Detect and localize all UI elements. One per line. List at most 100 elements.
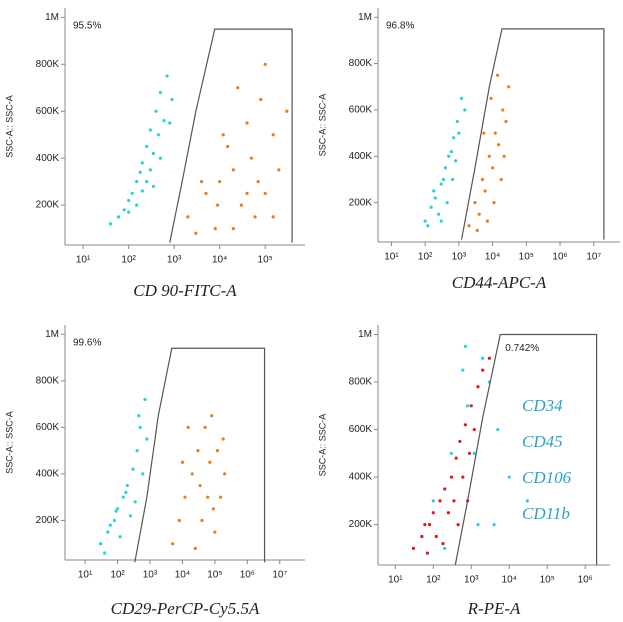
y-tick-label: 800K — [349, 58, 373, 69]
point — [461, 368, 465, 372]
point — [263, 191, 267, 195]
marker-label: CD34 — [522, 396, 563, 415]
x-tick-label: 10⁵ — [258, 255, 273, 266]
point — [141, 472, 145, 476]
y-tick-label: 1M — [45, 12, 59, 23]
point — [124, 490, 128, 495]
y-axis-label: SSC-A:: SSC-A — [317, 94, 327, 157]
point — [277, 168, 281, 172]
point — [245, 191, 249, 195]
point — [453, 159, 458, 163]
y-tick-label: 200K — [36, 515, 60, 526]
point — [249, 156, 254, 160]
gate-percent: 0.742% — [505, 343, 539, 354]
point — [501, 108, 505, 112]
point — [170, 97, 174, 102]
gate — [134, 347, 266, 563]
point — [133, 500, 137, 504]
point — [223, 472, 227, 476]
point — [441, 542, 445, 546]
point — [469, 404, 473, 408]
point — [425, 551, 430, 555]
point — [125, 483, 129, 488]
x-tick-label: 10⁵ — [540, 575, 555, 586]
x-tick-label: 10⁴ — [212, 255, 227, 266]
point — [127, 198, 131, 203]
point — [431, 511, 435, 515]
point — [490, 166, 495, 170]
x-axis-label: CD 90-FITC-A — [133, 281, 237, 300]
point — [467, 224, 471, 228]
point — [434, 534, 438, 539]
point — [221, 437, 225, 441]
x-tick-label: 10⁴ — [175, 570, 190, 581]
point — [480, 177, 485, 182]
point — [239, 203, 243, 207]
point — [98, 542, 103, 546]
point — [148, 168, 152, 172]
point — [231, 226, 235, 231]
point — [108, 222, 113, 226]
x-tick-label: 10⁴ — [485, 252, 500, 263]
point — [171, 542, 175, 546]
point — [196, 449, 200, 453]
point — [504, 119, 508, 124]
point — [253, 215, 257, 219]
point — [452, 499, 456, 503]
point — [423, 523, 427, 527]
point — [482, 131, 486, 135]
point — [115, 507, 120, 511]
point — [135, 180, 139, 184]
point — [208, 460, 212, 464]
point — [103, 551, 107, 555]
point — [449, 150, 453, 154]
point — [158, 156, 163, 160]
gate — [460, 28, 605, 240]
point — [431, 499, 435, 503]
point — [449, 451, 454, 455]
point — [489, 96, 493, 100]
point — [461, 475, 465, 479]
x-tick-label: 10⁶ — [552, 252, 567, 263]
point — [507, 475, 511, 479]
point — [433, 196, 437, 200]
point — [158, 90, 163, 95]
point — [151, 184, 155, 188]
point — [428, 523, 432, 527]
point — [263, 62, 267, 66]
gate-percent: 96.8% — [386, 21, 414, 32]
point — [438, 499, 442, 503]
point — [130, 191, 134, 195]
point — [496, 143, 501, 147]
x-tick-label: 10⁴ — [502, 575, 517, 586]
point — [439, 182, 443, 186]
y-tick-label: 600K — [36, 422, 60, 433]
point — [190, 472, 194, 476]
point — [507, 85, 511, 89]
point — [140, 189, 144, 193]
point — [473, 201, 477, 205]
x-tick-label: 10⁵ — [519, 252, 534, 263]
point — [496, 427, 500, 432]
point — [215, 203, 220, 207]
point — [436, 212, 441, 216]
marker-label: CD106 — [522, 468, 572, 487]
point — [226, 144, 230, 149]
point — [162, 119, 166, 123]
point — [443, 487, 447, 491]
point — [145, 144, 149, 149]
point — [218, 495, 223, 499]
point — [487, 356, 491, 360]
point — [118, 535, 122, 539]
y-tick-label: 400K — [349, 151, 373, 162]
point — [138, 170, 142, 174]
point — [455, 119, 459, 124]
point — [121, 495, 125, 499]
point — [476, 523, 480, 527]
point — [211, 507, 215, 511]
x-tick-label: 10³ — [143, 570, 158, 581]
x-tick-label: 10² — [426, 575, 441, 586]
x-tick-label: 10⁶ — [578, 575, 593, 586]
point — [210, 414, 214, 418]
